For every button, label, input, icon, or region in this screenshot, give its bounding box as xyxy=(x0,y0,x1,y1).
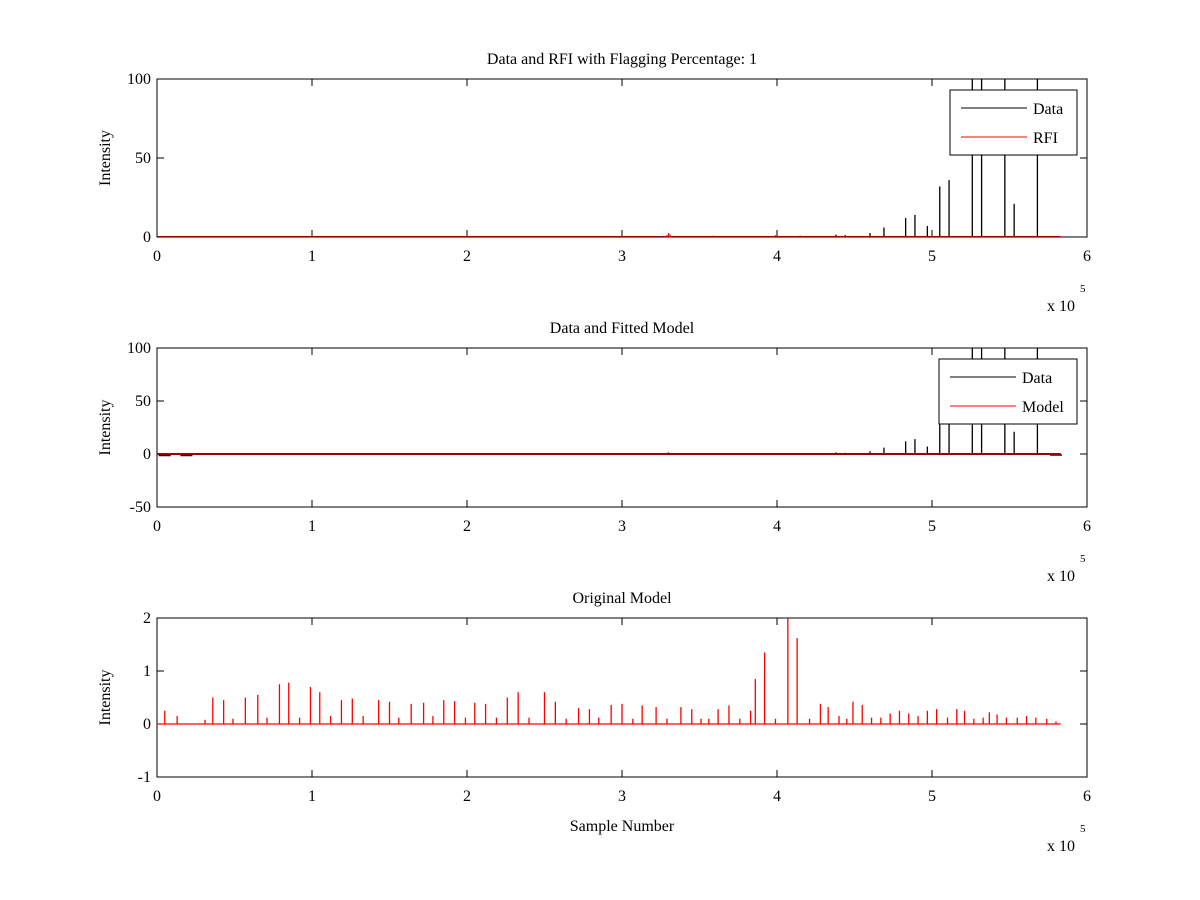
y-tick-label: -50 xyxy=(130,499,151,516)
y-tick-label: 2 xyxy=(143,610,151,627)
x-tick-label: 3 xyxy=(618,248,626,265)
y-tick-label: 1 xyxy=(143,663,151,680)
y-axis-label: Intensity xyxy=(97,670,114,726)
x-exponent-base: x 10 xyxy=(1047,568,1075,585)
subplot-2: Data and Fitted Model Intensity 0 1 2 3 4 5 6 -50… xyxy=(97,320,1091,585)
y-tick-label: 100 xyxy=(127,340,151,357)
x-exponent-power: 5 xyxy=(1080,823,1086,835)
x-tick-label: 1 xyxy=(308,248,316,265)
x-exponent-base: x 10 xyxy=(1047,838,1075,855)
legend-label: Data xyxy=(1033,101,1063,118)
y-axis-label: Intensity xyxy=(97,400,114,456)
x-tick-label: 2 xyxy=(463,248,471,265)
x-tick-label: 2 xyxy=(463,788,471,805)
y-tick-label: 50 xyxy=(135,393,151,410)
x-tick-label: 6 xyxy=(1083,518,1091,535)
x-axis-label: Sample Number xyxy=(570,818,675,835)
legend: Data Model xyxy=(938,358,1078,425)
x-tick-label: 4 xyxy=(773,518,781,535)
x-tick-label: 1 xyxy=(308,788,316,805)
x-tick-label: 3 xyxy=(618,518,626,535)
x-tick-label: 0 xyxy=(153,248,161,265)
y-tick-label: 50 xyxy=(135,150,151,167)
axes-frame xyxy=(156,347,1088,508)
subplot-1: Data and RFI with Flagging Percentage: 1… xyxy=(97,51,1091,315)
legend-box xyxy=(938,358,1078,425)
legend: Data RFI xyxy=(949,89,1078,156)
x-tick-label: 5 xyxy=(928,248,936,265)
y-axis-label: Intensity xyxy=(97,130,114,186)
y-tick-label: 100 xyxy=(127,71,151,88)
x-tick-label: 0 xyxy=(153,518,161,535)
x-exponent-power: 5 xyxy=(1080,553,1086,565)
y-tick-label: 0 xyxy=(143,716,151,733)
x-tick-label: 6 xyxy=(1083,248,1091,265)
x-tick-label: 4 xyxy=(773,248,781,265)
x-exponent-base: x 10 xyxy=(1047,298,1075,315)
x-exponent-power: 5 xyxy=(1080,283,1086,295)
x-tick-label: 3 xyxy=(618,788,626,805)
x-tick-label: 1 xyxy=(308,518,316,535)
series-rfi xyxy=(157,233,1061,237)
legend-box xyxy=(949,89,1078,156)
y-tick-label: -1 xyxy=(138,769,151,786)
plot-area xyxy=(157,618,1061,725)
legend-label: Model xyxy=(1022,399,1064,416)
subplot-3: Original Model Intensity Sample Number 0 1 2 3… xyxy=(97,590,1091,855)
legend-label: Data xyxy=(1022,370,1052,387)
y-tick-label: 0 xyxy=(143,229,151,246)
chart-title: Data and Fitted Model xyxy=(550,320,695,337)
chart-title: Data and RFI with Flagging Percentage: 1 xyxy=(487,51,757,68)
axes-frame xyxy=(156,78,1088,238)
chart-title: Original Model xyxy=(572,590,672,607)
legend-label: RFI xyxy=(1033,130,1058,147)
x-tick-label: 5 xyxy=(928,788,936,805)
x-tick-label: 4 xyxy=(773,788,781,805)
series-model xyxy=(157,618,1061,725)
subplots: Data and RFI with Flagging Percentage: 1… xyxy=(97,51,1091,855)
x-tick-label: 2 xyxy=(463,518,471,535)
x-tick-label: 5 xyxy=(928,518,936,535)
y-tick-label: 0 xyxy=(143,446,151,463)
axes-frame xyxy=(156,617,1088,778)
x-tick-label: 0 xyxy=(153,788,161,805)
x-tick-label: 6 xyxy=(1083,788,1091,805)
